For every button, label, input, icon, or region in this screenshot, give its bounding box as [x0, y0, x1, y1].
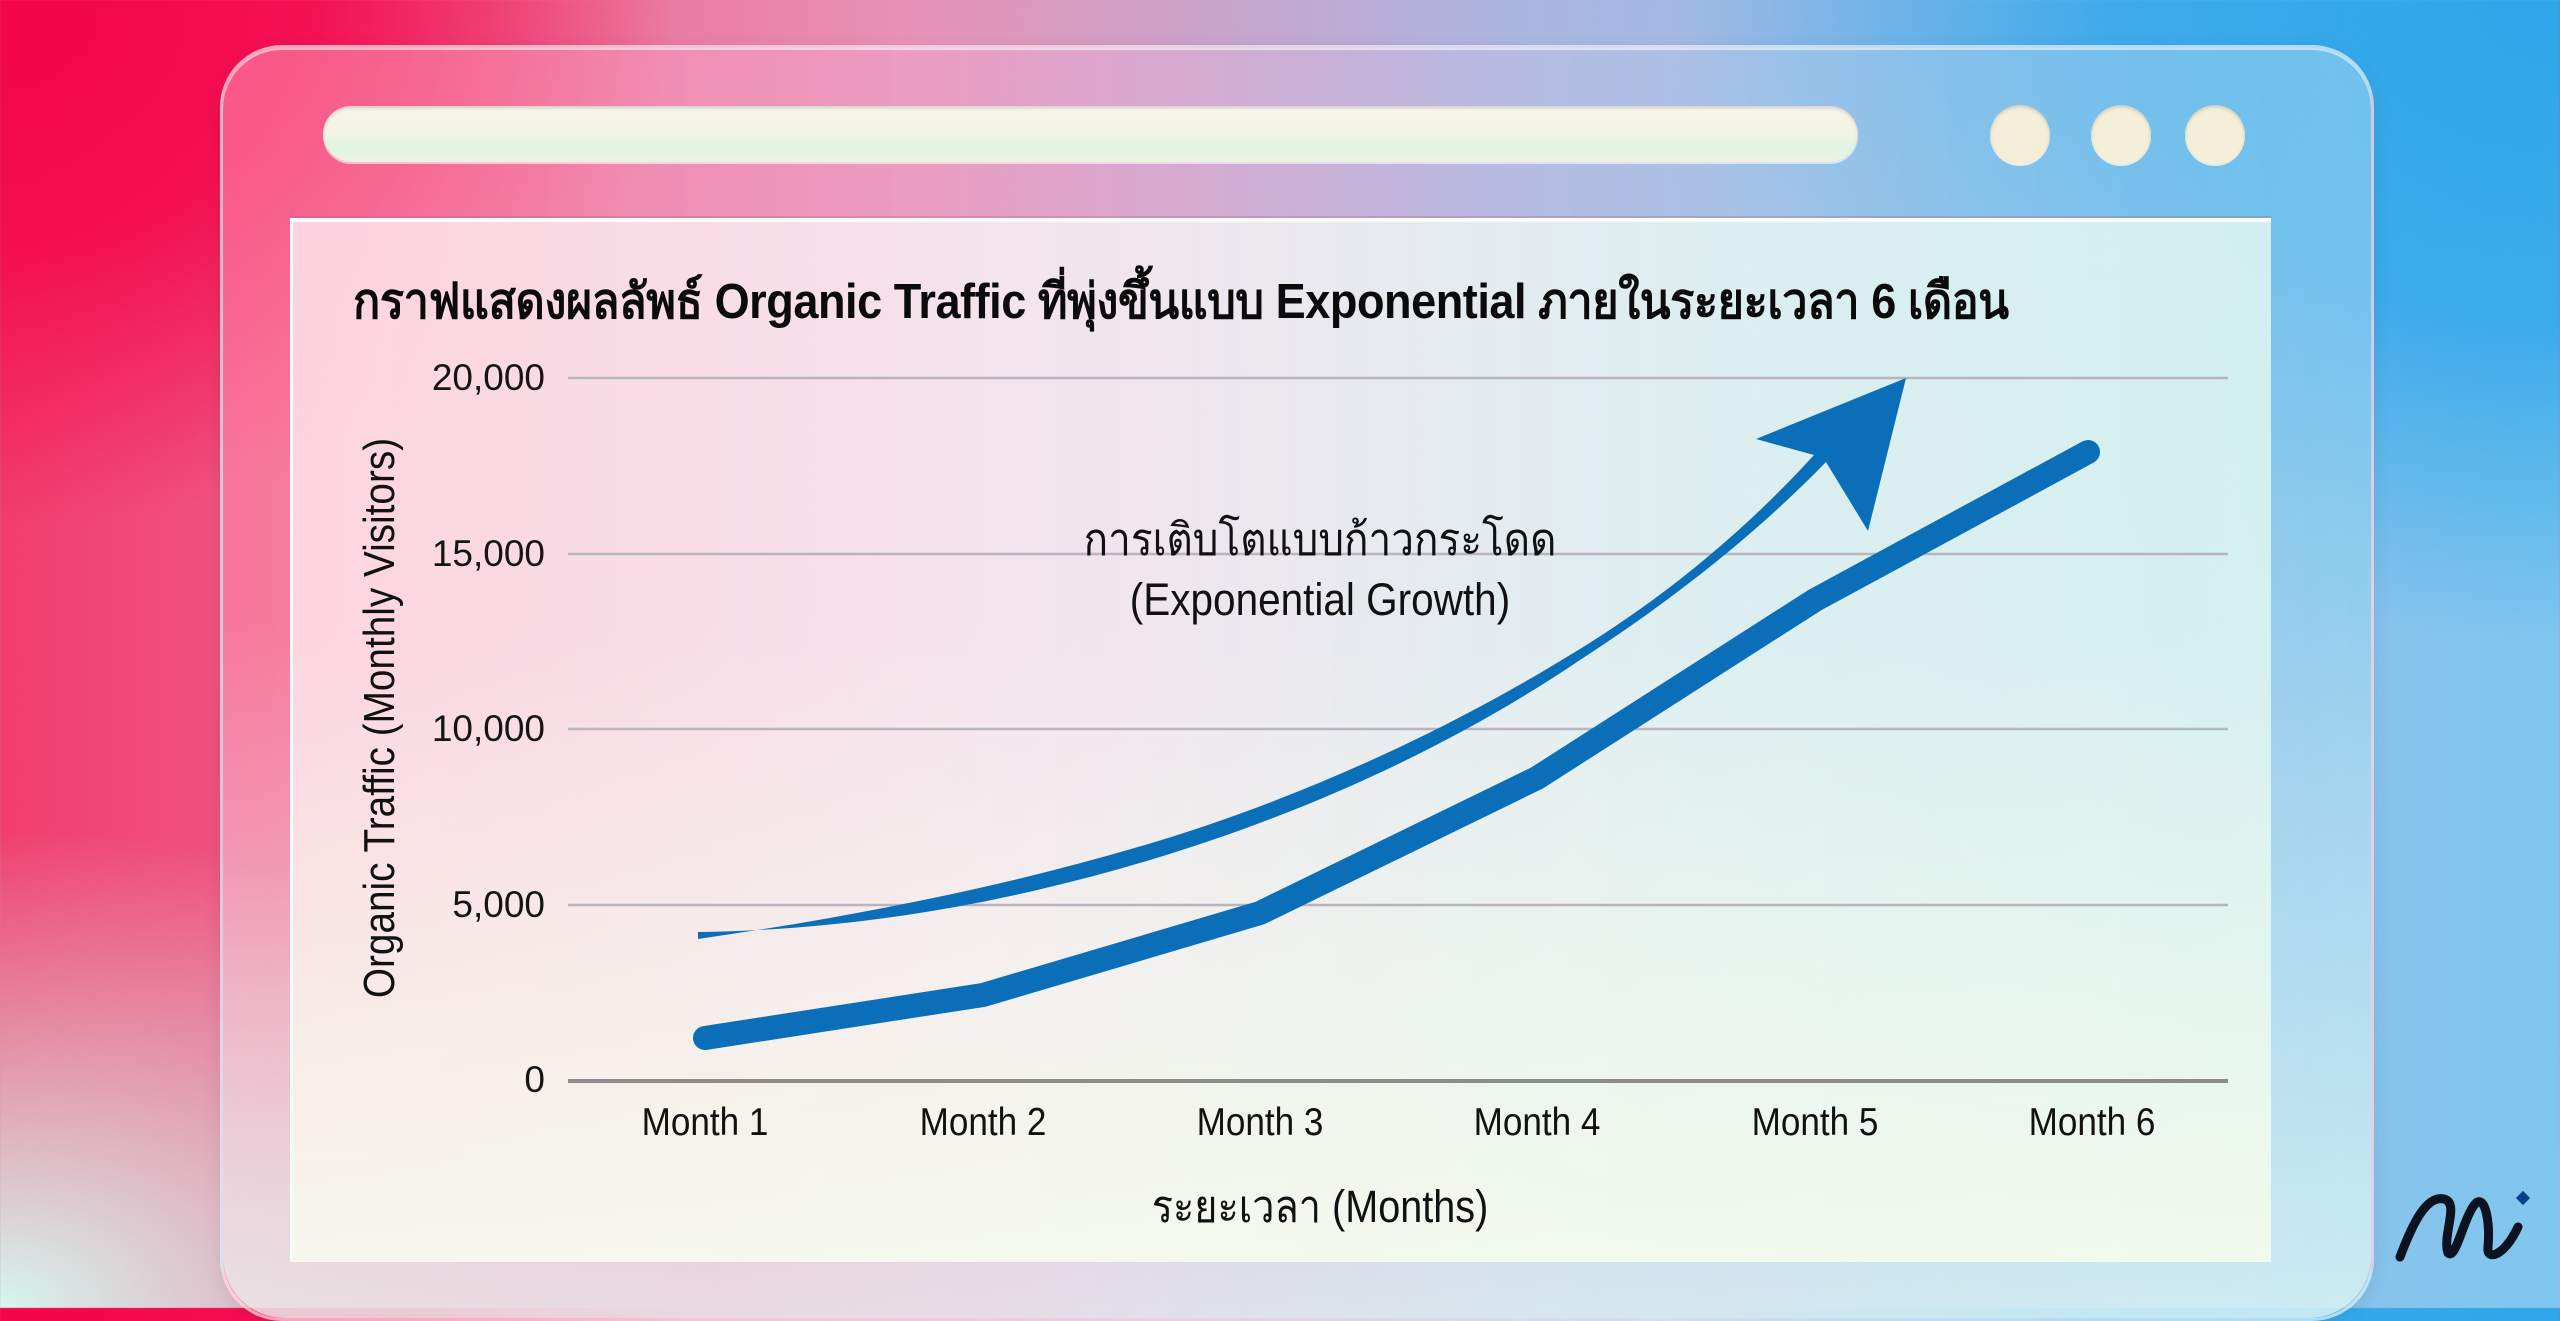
y-tick-label: 10,000: [431, 708, 545, 749]
address-bar[interactable]: [323, 106, 1858, 162]
chart-panel: กราฟแสดงผลลัพธ์ Organic Traffic ที่พุ่งข…: [290, 218, 2271, 1262]
y-tick-label: 0: [524, 1059, 545, 1100]
chart-title: กราฟแสดงผลลัพธ์ Organic Traffic ที่พุ่งข…: [353, 275, 2009, 329]
x-tick-label: Month 4: [1473, 1101, 1601, 1144]
y-tick-label: 5,000: [452, 884, 545, 925]
x-axis-label: ระยะเวลา (Months): [1151, 1181, 1489, 1232]
growth-arrow-icon: [698, 378, 1906, 939]
x-tick-label: Month 2: [919, 1101, 1047, 1144]
annotation-english: (Exponential Growth): [1129, 574, 1511, 625]
y-tick-label: 15,000: [431, 533, 545, 574]
y-axis-label: Organic Traffic (Monthly Visitors): [355, 437, 404, 999]
annotation-thai: การเติบโตแบบก้าวกระโดด: [1083, 514, 1557, 565]
x-tick-label: Month 1: [641, 1101, 769, 1144]
x-tick-label: Month 6: [2028, 1101, 2156, 1144]
x-tick-label: Month 5: [1751, 1101, 1879, 1144]
brand-logo-icon: [2395, 1190, 2531, 1262]
gridlines: [568, 376, 2228, 907]
x-tick-label: Month 3: [1196, 1101, 1324, 1144]
window-control-button-2[interactable]: [2091, 105, 2151, 165]
y-tick-label: 20,000: [431, 357, 545, 398]
growth-annotation: การเติบโตแบบก้าวกระโดด (Exponential Grow…: [1050, 510, 1590, 630]
window-control-button-1[interactable]: [1990, 105, 2050, 165]
traffic-line: [693, 440, 2100, 1050]
window-control-button-3[interactable]: [2185, 105, 2245, 165]
